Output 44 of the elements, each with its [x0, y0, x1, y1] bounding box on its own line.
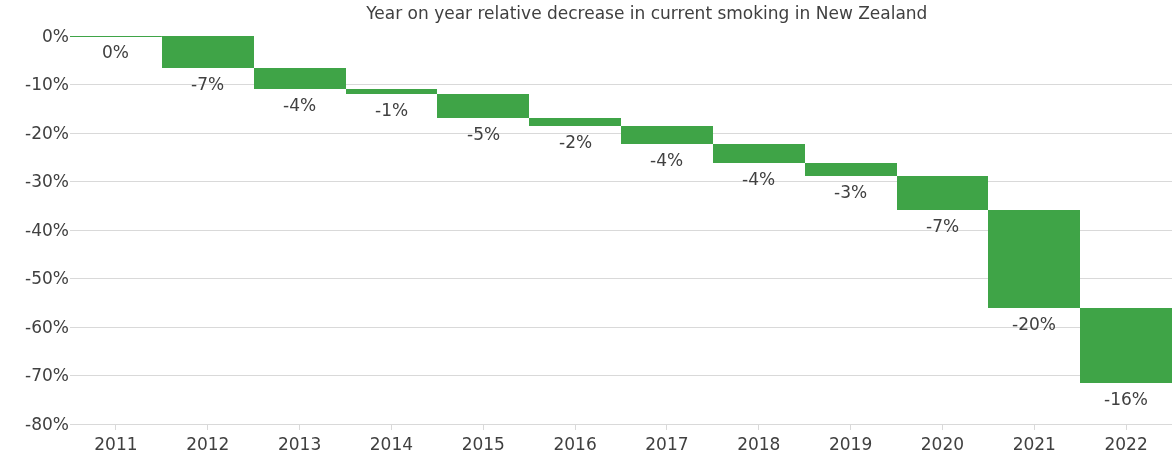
- bar: [346, 89, 437, 94]
- data-label: -1%: [375, 100, 409, 120]
- x-tick-label: 2011: [94, 434, 138, 455]
- bar: [437, 94, 529, 118]
- x-tick-label: 2012: [186, 434, 230, 455]
- y-tick-label: -30%: [25, 171, 69, 192]
- bar: [897, 176, 988, 210]
- bar: [254, 68, 346, 89]
- y-tick-label: -20%: [25, 122, 69, 143]
- y-tick-label: 0%: [42, 25, 69, 46]
- bar: [1080, 308, 1172, 383]
- y-tick-label: -70%: [25, 365, 69, 386]
- data-label: -16%: [1104, 389, 1148, 409]
- data-label: -3%: [834, 182, 868, 202]
- x-tick-label: 2014: [369, 434, 414, 455]
- data-label: -20%: [1012, 314, 1056, 334]
- data-label: -2%: [559, 132, 593, 152]
- x-tick-label: 2016: [553, 434, 597, 455]
- bar: [713, 144, 805, 163]
- y-tick-label: -10%: [25, 74, 69, 95]
- x-tick-label: 2019: [828, 434, 873, 455]
- x-tick-label: 2022: [1104, 434, 1148, 455]
- y-tick-label: -60%: [25, 316, 69, 337]
- y-tick-label: -50%: [25, 268, 69, 289]
- x-tick-label: 2015: [461, 434, 505, 455]
- data-label: -4%: [742, 169, 776, 189]
- x-tick-label: 2017: [645, 434, 689, 455]
- data-label: 0%: [102, 42, 129, 62]
- data-label: -4%: [650, 150, 684, 170]
- x-tick-label: 2021: [1012, 434, 1056, 455]
- data-label: -7%: [926, 216, 960, 236]
- chart-title: Year on year relative decrease in current smoking in New Zealand: [365, 2, 928, 23]
- bar: [621, 126, 713, 144]
- y-tick-label: -80%: [25, 413, 69, 434]
- y-tick-label: -40%: [25, 219, 69, 240]
- x-tick-label: 2020: [920, 434, 965, 455]
- x-tick-label: 2018: [737, 434, 781, 455]
- bar: [805, 163, 897, 176]
- x-tick-label: 2013: [277, 434, 322, 455]
- data-label: -5%: [467, 124, 501, 144]
- bar: [988, 210, 1080, 308]
- data-label: -7%: [191, 74, 225, 94]
- bar: [529, 118, 621, 126]
- data-label: -4%: [283, 95, 317, 115]
